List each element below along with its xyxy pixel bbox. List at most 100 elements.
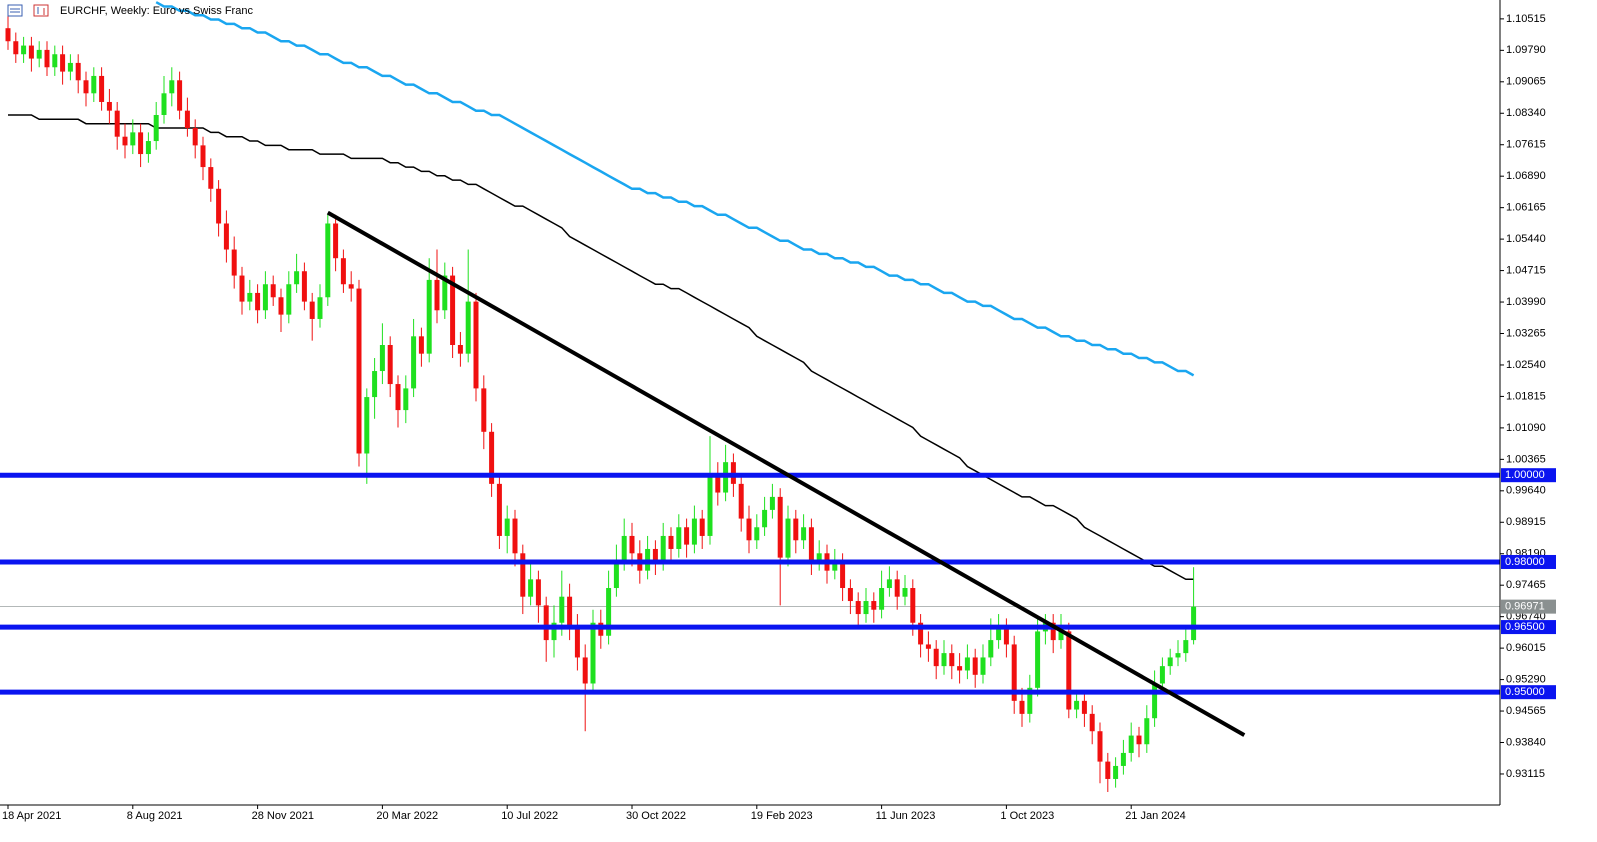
x-tick-label: 18 Apr 2021: [2, 810, 61, 822]
candle-body: [1097, 731, 1103, 762]
candle-body: [691, 518, 697, 545]
candle-body: [972, 657, 978, 675]
candle-body: [567, 596, 573, 628]
candle-body: [145, 141, 151, 155]
candle-body: [231, 249, 237, 276]
candle-body: [434, 279, 440, 311]
candle-body: [262, 284, 268, 311]
y-tick-label: 1.09790: [1506, 44, 1546, 56]
candle-body: [1144, 718, 1150, 745]
y-tick-label: 1.03265: [1506, 327, 1546, 339]
candle-body: [574, 627, 580, 658]
candle-body: [52, 54, 58, 68]
candle-body: [1152, 683, 1158, 719]
candle-body: [528, 579, 534, 597]
candle-body: [356, 288, 362, 454]
x-tick-label: 20 Mar 2022: [376, 810, 438, 822]
candle-body: [707, 475, 713, 536]
x-tick-label: 8 Aug 2021: [127, 810, 183, 822]
level-label: 1.00000: [1505, 469, 1545, 481]
symbol-icons: [7, 4, 49, 17]
y-tick-label: 1.06165: [1506, 202, 1546, 214]
candle-body: [832, 561, 838, 571]
candle-body: [21, 45, 27, 55]
candle-body: [1019, 700, 1025, 714]
candle-body: [871, 601, 877, 610]
candle-body: [933, 648, 939, 667]
candle-body: [36, 49, 42, 59]
candle-body: [894, 579, 900, 597]
candle-body: [715, 475, 721, 493]
y-tick-label: 1.00365: [1506, 453, 1546, 465]
y-tick-label: 1.09065: [1506, 76, 1546, 88]
candle-body: [840, 561, 846, 589]
candle-body: [192, 128, 198, 146]
candle-body: [746, 518, 752, 541]
candle-body: [629, 535, 635, 554]
candle-body: [489, 431, 495, 484]
candle-body: [216, 188, 222, 224]
candle-body: [996, 627, 1002, 641]
candle-body: [879, 588, 885, 610]
candle-body: [200, 145, 206, 168]
candle-body: [13, 41, 19, 55]
candle-body: [902, 588, 908, 597]
candle-body: [44, 49, 50, 68]
candle-body: [496, 483, 502, 536]
candle-body: [91, 75, 97, 94]
last-price-label: 0.96971: [1505, 601, 1545, 613]
candle-body: [442, 275, 448, 311]
candle-body: [364, 397, 370, 454]
candle-body: [855, 601, 861, 615]
candle-body: [910, 588, 916, 623]
level-label-box: [1501, 554, 1556, 569]
candle-body: [606, 588, 612, 636]
x-tick-label: 10 Jul 2022: [501, 810, 558, 822]
trend-line: [326, 210, 1246, 737]
candle-body: [122, 136, 128, 146]
y-tick-label: 1.01815: [1506, 390, 1546, 402]
y-tick-label: 1.03990: [1506, 296, 1546, 308]
candle-body: [99, 75, 105, 102]
candle-body: [130, 132, 136, 146]
candle-body: [816, 553, 822, 562]
candle-body: [184, 110, 190, 129]
candle-body: [1136, 735, 1142, 745]
candle-body: [1183, 640, 1189, 654]
candle-body: [801, 527, 807, 541]
candle-body: [738, 483, 744, 519]
candle-body: [543, 605, 549, 641]
candle-body: [1050, 622, 1056, 641]
candle-body: [1003, 627, 1009, 645]
candle-body: [333, 223, 339, 259]
x-tick-label: 11 Jun 2023: [876, 810, 936, 822]
candle-body: [777, 496, 783, 558]
y-tick-label: 0.95290: [1506, 673, 1546, 685]
candle-body: [161, 93, 167, 115]
moving-average-line: [8, 114, 1194, 581]
candle-body: [418, 336, 424, 354]
candle-body: [278, 297, 284, 315]
y-tick-label: 0.98915: [1506, 516, 1546, 528]
level-label-box: [1501, 468, 1556, 483]
candle-body: [1113, 765, 1119, 779]
candle-body: [301, 271, 307, 302]
candle-body: [395, 384, 401, 411]
candle-body: [481, 388, 487, 432]
candle-body: [621, 535, 627, 562]
moving-average-line: [155, 1, 1195, 377]
candle-body: [1081, 700, 1087, 714]
candle-body: [106, 101, 112, 111]
candle-body: [949, 653, 955, 667]
candle-body: [886, 579, 892, 589]
candle-body: [5, 28, 11, 42]
candle-body: [863, 601, 869, 615]
candle-body: [1120, 752, 1126, 766]
last-price-box: [1501, 599, 1556, 614]
x-tick-label: 28 Nov 2021: [252, 810, 314, 822]
candle-body: [1011, 644, 1017, 701]
y-tick-label: 0.93840: [1506, 736, 1546, 748]
candle-body: [590, 622, 596, 684]
candle-body: [294, 271, 300, 285]
candle-body: [465, 301, 471, 354]
